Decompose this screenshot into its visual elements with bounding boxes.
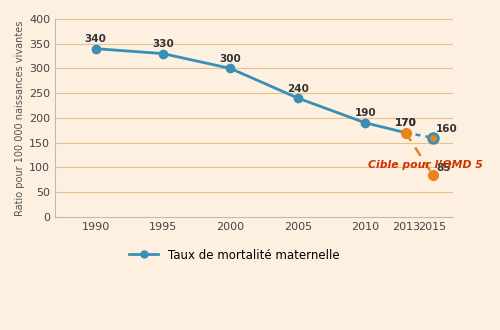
Text: 190: 190 xyxy=(354,108,376,118)
Text: 340: 340 xyxy=(84,34,106,44)
Text: 85: 85 xyxy=(436,163,450,173)
Text: 170: 170 xyxy=(395,118,416,128)
Text: 170: 170 xyxy=(395,118,416,128)
Text: 160: 160 xyxy=(436,124,458,134)
Text: 240: 240 xyxy=(287,83,309,94)
Text: 330: 330 xyxy=(152,39,174,49)
Text: Cible pour l’OMD 5: Cible pour l’OMD 5 xyxy=(368,160,483,170)
Text: 300: 300 xyxy=(220,54,242,64)
Y-axis label: Ratio pour 100 000 naissances vivantes: Ratio pour 100 000 naissances vivantes xyxy=(15,20,25,215)
Legend: Taux de mortalité maternelle: Taux de mortalité maternelle xyxy=(124,244,344,266)
